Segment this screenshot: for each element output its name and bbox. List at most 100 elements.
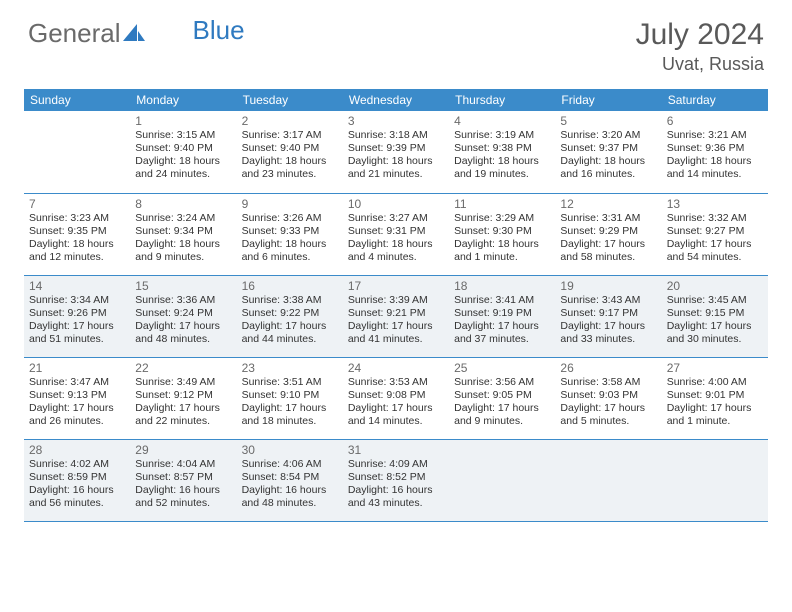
sunset-line: Sunset: 9:36 PM [667, 142, 763, 155]
daylight-line: Daylight: 18 hours [135, 238, 231, 251]
day-cell: 15Sunrise: 3:36 AMSunset: 9:24 PMDayligh… [130, 275, 236, 357]
sunset-line: Sunset: 8:54 PM [242, 471, 338, 484]
daylight-line: Daylight: 18 hours [348, 238, 444, 251]
daylight-line: Daylight: 18 hours [348, 155, 444, 168]
daylight-line: and 19 minutes. [454, 168, 550, 181]
sunset-line: Sunset: 9:24 PM [135, 307, 231, 320]
daylight-line: Daylight: 18 hours [135, 155, 231, 168]
sunset-line: Sunset: 9:21 PM [348, 307, 444, 320]
sunrise-line: Sunrise: 4:00 AM [667, 376, 763, 389]
day-cell: 7Sunrise: 3:23 AMSunset: 9:35 PMDaylight… [24, 193, 130, 275]
daylight-line: Daylight: 18 hours [560, 155, 656, 168]
daylight-line: Daylight: 18 hours [242, 238, 338, 251]
daylight-line: and 52 minutes. [135, 497, 231, 510]
daylight-line: and 37 minutes. [454, 333, 550, 346]
sunrise-line: Sunrise: 4:06 AM [242, 458, 338, 471]
daylight-line: and 1 minute. [667, 415, 763, 428]
daylight-line: Daylight: 16 hours [135, 484, 231, 497]
sunrise-line: Sunrise: 3:26 AM [242, 212, 338, 225]
daylight-line: and 41 minutes. [348, 333, 444, 346]
daylight-line: and 14 minutes. [667, 168, 763, 181]
sunrise-line: Sunrise: 3:34 AM [29, 294, 125, 307]
daylight-line: and 26 minutes. [29, 415, 125, 428]
day-number: 31 [348, 443, 444, 457]
day-cell [555, 439, 661, 521]
day-number: 19 [560, 279, 656, 293]
day-number: 20 [667, 279, 763, 293]
day-cell: 22Sunrise: 3:49 AMSunset: 9:12 PMDayligh… [130, 357, 236, 439]
header: General Blue July 2024 Uvat, Russia [0, 0, 792, 81]
day-cell: 4Sunrise: 3:19 AMSunset: 9:38 PMDaylight… [449, 111, 555, 193]
day-cell: 21Sunrise: 3:47 AMSunset: 9:13 PMDayligh… [24, 357, 130, 439]
day-cell [24, 111, 130, 193]
day-cell: 16Sunrise: 3:38 AMSunset: 9:22 PMDayligh… [237, 275, 343, 357]
sunset-line: Sunset: 9:29 PM [560, 225, 656, 238]
daylight-line: Daylight: 16 hours [29, 484, 125, 497]
daylight-line: Daylight: 17 hours [560, 320, 656, 333]
daylight-line: and 56 minutes. [29, 497, 125, 510]
day-cell: 6Sunrise: 3:21 AMSunset: 9:36 PMDaylight… [662, 111, 768, 193]
day-cell: 30Sunrise: 4:06 AMSunset: 8:54 PMDayligh… [237, 439, 343, 521]
day-cell [449, 439, 555, 521]
day-number: 16 [242, 279, 338, 293]
daylight-line: Daylight: 17 hours [560, 238, 656, 251]
day-cell: 14Sunrise: 3:34 AMSunset: 9:26 PMDayligh… [24, 275, 130, 357]
day-number: 2 [242, 114, 338, 128]
daylight-line: and 48 minutes. [135, 333, 231, 346]
day-cell: 8Sunrise: 3:24 AMSunset: 9:34 PMDaylight… [130, 193, 236, 275]
daylight-line: Daylight: 17 hours [560, 402, 656, 415]
day-header-row: SundayMondayTuesdayWednesdayThursdayFrid… [24, 89, 768, 111]
sunrise-line: Sunrise: 3:24 AM [135, 212, 231, 225]
daylight-line: Daylight: 17 hours [454, 320, 550, 333]
sunset-line: Sunset: 9:17 PM [560, 307, 656, 320]
daylight-line: and 54 minutes. [667, 251, 763, 264]
sunrise-line: Sunrise: 3:20 AM [560, 129, 656, 142]
day-cell: 9Sunrise: 3:26 AMSunset: 9:33 PMDaylight… [237, 193, 343, 275]
sunrise-line: Sunrise: 3:49 AM [135, 376, 231, 389]
logo-text-blue: Blue [193, 15, 245, 46]
sunset-line: Sunset: 9:27 PM [667, 225, 763, 238]
sunrise-line: Sunrise: 3:23 AM [29, 212, 125, 225]
daylight-line: Daylight: 17 hours [454, 402, 550, 415]
day-number: 3 [348, 114, 444, 128]
day-cell: 31Sunrise: 4:09 AMSunset: 8:52 PMDayligh… [343, 439, 449, 521]
daylight-line: and 9 minutes. [135, 251, 231, 264]
sunrise-line: Sunrise: 3:47 AM [29, 376, 125, 389]
sunset-line: Sunset: 8:59 PM [29, 471, 125, 484]
day-cell [662, 439, 768, 521]
day-number: 22 [135, 361, 231, 375]
sunrise-line: Sunrise: 3:18 AM [348, 129, 444, 142]
day-number: 30 [242, 443, 338, 457]
daylight-line: Daylight: 17 hours [135, 320, 231, 333]
sunset-line: Sunset: 9:10 PM [242, 389, 338, 402]
daylight-line: and 1 minute. [454, 251, 550, 264]
daylight-line: Daylight: 17 hours [667, 238, 763, 251]
day-number: 5 [560, 114, 656, 128]
week-row: 14Sunrise: 3:34 AMSunset: 9:26 PMDayligh… [24, 275, 768, 357]
day-cell: 23Sunrise: 3:51 AMSunset: 9:10 PMDayligh… [237, 357, 343, 439]
day-number: 15 [135, 279, 231, 293]
day-cell: 20Sunrise: 3:45 AMSunset: 9:15 PMDayligh… [662, 275, 768, 357]
sunset-line: Sunset: 9:31 PM [348, 225, 444, 238]
daylight-line: and 16 minutes. [560, 168, 656, 181]
daylight-line: Daylight: 17 hours [242, 320, 338, 333]
sunrise-line: Sunrise: 3:43 AM [560, 294, 656, 307]
daylight-line: Daylight: 18 hours [667, 155, 763, 168]
daylight-line: and 30 minutes. [667, 333, 763, 346]
daylight-line: and 48 minutes. [242, 497, 338, 510]
daylight-line: Daylight: 17 hours [29, 320, 125, 333]
sunset-line: Sunset: 9:40 PM [135, 142, 231, 155]
week-row: 1Sunrise: 3:15 AMSunset: 9:40 PMDaylight… [24, 111, 768, 193]
calendar-table: SundayMondayTuesdayWednesdayThursdayFrid… [24, 89, 768, 522]
day-cell: 29Sunrise: 4:04 AMSunset: 8:57 PMDayligh… [130, 439, 236, 521]
daylight-line: Daylight: 18 hours [29, 238, 125, 251]
daylight-line: Daylight: 18 hours [242, 155, 338, 168]
sunrise-line: Sunrise: 3:21 AM [667, 129, 763, 142]
sunrise-line: Sunrise: 3:27 AM [348, 212, 444, 225]
day-number: 29 [135, 443, 231, 457]
daylight-line: and 21 minutes. [348, 168, 444, 181]
sunrise-line: Sunrise: 3:53 AM [348, 376, 444, 389]
sunrise-line: Sunrise: 3:32 AM [667, 212, 763, 225]
day-cell: 12Sunrise: 3:31 AMSunset: 9:29 PMDayligh… [555, 193, 661, 275]
day-number: 10 [348, 197, 444, 211]
